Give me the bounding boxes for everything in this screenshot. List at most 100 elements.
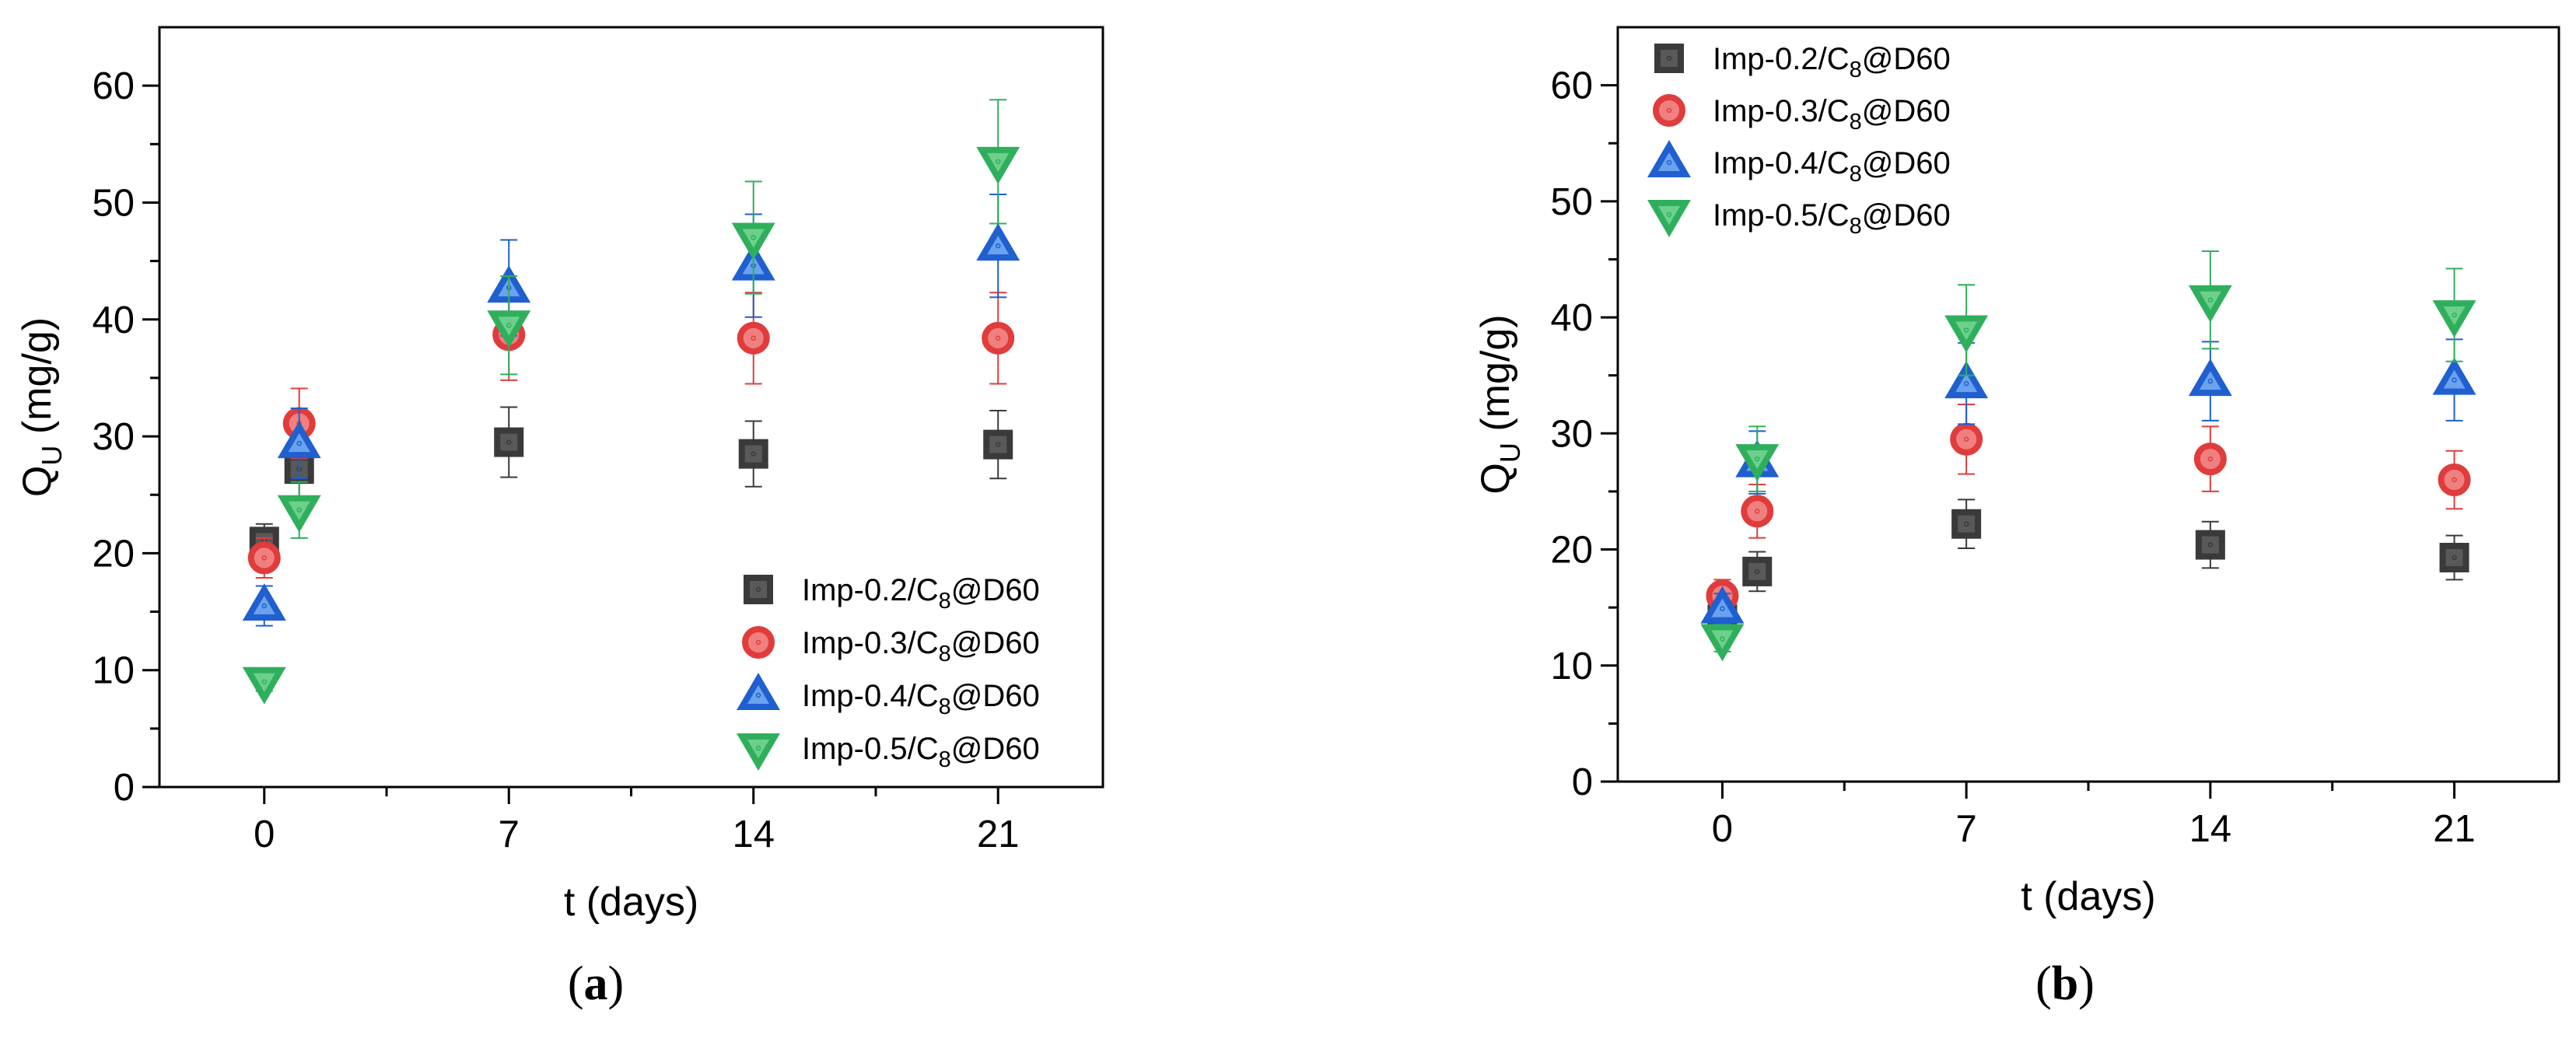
legend-marker	[744, 575, 773, 604]
panel-a: 0 10 20 30 40 50 60 0 7 14 21 t (days) QU (mg/g) Imp-…	[15, 26, 1104, 1010]
y-axis-title-sub: U	[36, 446, 68, 466]
data-point-center	[2207, 542, 2214, 547]
legend-label-prefix: Imp-0.3/C	[802, 626, 939, 660]
y-tick-label: 20	[92, 533, 135, 575]
data-point	[2438, 464, 2471, 496]
legend-marker	[1654, 44, 1684, 73]
data-point	[2195, 530, 2225, 560]
legend-marker-center	[755, 692, 761, 698]
legend-label: Imp-0.5/C8@D60	[1713, 198, 1951, 239]
data-point-center	[1963, 436, 1969, 443]
data-point-center	[261, 679, 268, 684]
data-point-center	[2452, 377, 2457, 383]
plot-frame	[158, 26, 1104, 789]
panel-caption: (b)	[2035, 957, 2095, 1010]
series-triangle-up	[1700, 338, 2476, 625]
data-point-center	[2207, 378, 2214, 384]
legend-label-sub: 8	[939, 642, 951, 666]
legend-label-suffix: @D60	[1862, 198, 1951, 233]
x-tick-label: 14	[2189, 808, 2232, 850]
legend: Imp-0.2/C8@D60Imp-0.3/C8@D60Imp-0.4/C8@D…	[737, 573, 1040, 772]
y-axis-title: QU (mg/g)	[15, 317, 68, 497]
data-point-center	[1755, 456, 1760, 462]
legend-label: Imp-0.5/C8@D60	[802, 732, 1040, 772]
data-point-center	[995, 159, 1001, 165]
data-point	[1950, 422, 1983, 456]
legend-label-sub: 8	[939, 589, 951, 614]
legend-marker	[742, 626, 775, 659]
panel-caption: (a)	[568, 957, 624, 1010]
legend-label-sub: 8	[939, 747, 951, 772]
data-point-center	[995, 442, 1001, 447]
y-tick-label: 60	[1550, 65, 1593, 107]
data-point-center	[506, 323, 512, 328]
data-point	[982, 321, 1015, 355]
legend-marker-center	[755, 586, 761, 593]
legend-marker-center	[1666, 55, 1672, 61]
legend-label-suffix: @D60	[1862, 42, 1951, 76]
data-point-center	[2452, 477, 2457, 483]
panel-caption-open: (	[2035, 957, 2052, 1010]
data-point-center	[751, 335, 756, 341]
data-point-center	[261, 555, 268, 561]
legend-marker-center	[1666, 107, 1672, 114]
data-point-center	[1720, 606, 1725, 611]
data-point-center	[261, 603, 268, 609]
y-tick-label: 30	[1550, 413, 1593, 455]
legend-label-sub: 8	[1850, 214, 1862, 239]
plot-frame	[1616, 26, 2560, 783]
x-tick-label: 0	[254, 813, 275, 855]
data-point-center	[1720, 636, 1725, 642]
y-tick-label: 60	[92, 65, 135, 107]
legend-label-sub: 8	[1850, 58, 1862, 82]
legend-marker-center	[1666, 212, 1672, 218]
series-circle	[247, 288, 1015, 579]
legend-label-prefix: Imp-0.4/C	[1713, 146, 1850, 180]
legend-label-suffix: @D60	[951, 679, 1040, 713]
data-point-center	[506, 439, 512, 445]
legend-label-sub: 8	[939, 694, 951, 719]
y-tick-label: 40	[1550, 297, 1593, 339]
legend-label-suffix: @D60	[1862, 94, 1951, 128]
x-axis-title: t (days)	[564, 880, 698, 925]
y-axis-title-unit: (mg/g)	[15, 317, 60, 446]
panel-b: 0 10 20 30 40 50 60 0 7 14 21 t (days) QU (mg/g) Imp-…	[1473, 26, 2560, 1010]
y-tick-label: 50	[1550, 181, 1593, 223]
data-point-center	[2207, 456, 2214, 462]
data-point-center	[2452, 312, 2457, 318]
legend-label: Imp-0.2/C8@D60	[802, 573, 1040, 614]
legend-label-suffix: @D60	[951, 573, 1040, 607]
y-tick-label: 0	[114, 767, 135, 809]
legend-marker-center	[755, 639, 761, 645]
legend-label-prefix: Imp-0.4/C	[802, 679, 939, 713]
legend-marker	[1653, 94, 1685, 127]
y-tick-label: 40	[92, 299, 135, 341]
data-point	[738, 439, 768, 469]
panel-caption-open: (	[568, 957, 584, 1010]
y-axis-title: QU (mg/g)	[1473, 314, 1526, 494]
series-circle	[1706, 404, 2471, 614]
data-point-center	[296, 440, 302, 446]
legend-label-sub: 8	[1850, 110, 1862, 135]
legend-label: Imp-0.3/C8@D60	[802, 626, 1040, 666]
data-point-center	[1963, 521, 1969, 526]
data-point-center	[2452, 554, 2457, 561]
series-square	[1707, 499, 2469, 635]
series-triangle-up	[242, 193, 1020, 627]
data-point-center	[751, 235, 756, 240]
data-point-center	[995, 335, 1001, 341]
data-point	[737, 321, 770, 355]
legend-label-prefix: Imp-0.5/C	[802, 732, 939, 766]
y-tick-label: 20	[1550, 530, 1593, 572]
y-tick-label: 0	[1572, 761, 1593, 803]
data-point	[1742, 556, 1773, 586]
y-axis-title-main: Q	[1473, 463, 1518, 494]
y-tick-label: 10	[1550, 645, 1593, 687]
data-point-center	[296, 507, 302, 513]
x-tick-label: 14	[732, 813, 775, 855]
data-point	[983, 429, 1013, 460]
legend-label: Imp-0.4/C8@D60	[802, 679, 1040, 719]
data-point	[247, 541, 281, 575]
legend-label: Imp-0.3/C8@D60	[1713, 94, 1951, 135]
legend-label-suffix: @D60	[1862, 146, 1951, 180]
